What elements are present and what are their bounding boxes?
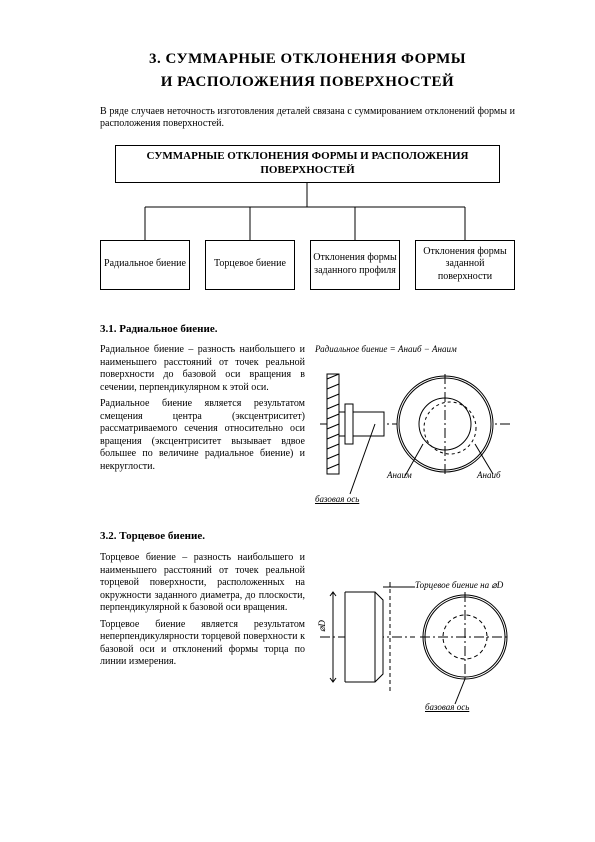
page-title-line1: 3. СУММАРНЫЕ ОТКЛОНЕНИЯ ФОРМЫ <box>100 50 515 69</box>
section-32-figure: Торцевое биение на ⌀D ⌀D базовая ось <box>315 552 515 722</box>
fig32-svg <box>315 552 515 722</box>
section-32-heading: 3.2. Торцевое биение. <box>100 530 515 544</box>
section-32: Торцевое биение – разность наибольшего и… <box>100 552 515 722</box>
section-31-para2: Радиальное биение является результатом с… <box>100 398 305 473</box>
fig32-caption-top: Торцевое биение на ⌀D <box>415 580 503 591</box>
section-32-para1: Торцевое биение – разность наибольшего и… <box>100 552 305 615</box>
fig31-base-axis-label: базовая ось <box>315 494 359 505</box>
hierarchy-diagram: СУММАРНЫЕ ОТКЛОНЕНИЯ ФОРМЫ И РАСПОЛОЖЕНИ… <box>100 145 515 305</box>
fig31-caption: Радиальное биение = Aнаиб − Aнаим <box>315 344 457 355</box>
page-title-line2: И РАСПОЛОЖЕНИЯ ПОВЕРХНОСТЕЙ <box>100 73 515 92</box>
fig31-amax-label: Aнаиб <box>477 470 501 481</box>
section-32-text: Торцевое биение – разность наибольшего и… <box>100 552 305 722</box>
fig32-diam-label: ⌀D <box>317 620 328 632</box>
fig32-base-axis-label: базовая ось <box>425 702 469 713</box>
section-31: Радиальное биение – разность наибольшего… <box>100 344 515 514</box>
section-31-figure: Радиальное биение = Aнаиб − Aнаим <box>315 344 515 514</box>
section-31-heading: 3.1. Радиальное биение. <box>100 323 515 337</box>
section-32-para2: Торцевое биение является результатом неп… <box>100 619 305 669</box>
intro-paragraph: В ряде случаев неточность изготовления д… <box>100 106 515 131</box>
page-content: 3. СУММАРНЫЕ ОТКЛОНЕНИЯ ФОРМЫ И РАСПОЛОЖ… <box>100 50 515 738</box>
section-31-text: Радиальное биение – разность наибольшего… <box>100 344 305 514</box>
fig31-amin-label: Aнаим <box>387 470 412 481</box>
hierarchy-connectors <box>100 145 515 305</box>
fig31-svg <box>315 344 515 514</box>
section-31-para1: Радиальное биение – разность наибольшего… <box>100 344 305 394</box>
